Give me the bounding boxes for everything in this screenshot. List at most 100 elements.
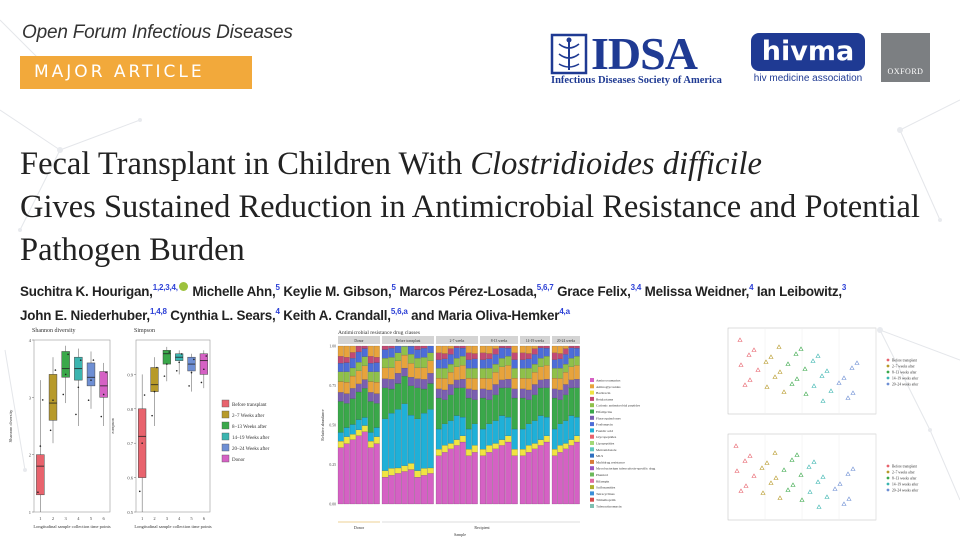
stacked-bar-segment (543, 387, 550, 418)
author-name: Michelle Ahn, (192, 284, 276, 299)
stacked-bar-segment (563, 372, 569, 385)
stacked-bar-segment (355, 435, 362, 505)
stacked-bar-segment (343, 362, 350, 372)
scatter-point (811, 383, 817, 388)
stacked-bar-segment (505, 356, 512, 366)
stacked-bar-segment (453, 379, 460, 389)
stacked-bar-segment (435, 397, 442, 430)
stacked-bar-segment (349, 388, 356, 399)
y-tick-label: 1.00 (329, 345, 336, 349)
facet-strip (382, 336, 434, 344)
stacked-bar-segment (486, 353, 493, 359)
stacked-bar-segment (441, 353, 448, 359)
stacked-bar-segment (441, 358, 448, 369)
scatter-point (799, 497, 805, 502)
x-tick-label: 6 (203, 516, 206, 521)
scatter-point (824, 368, 830, 373)
stacked-bar-segment (505, 379, 512, 388)
stacked-bar-segment (427, 409, 434, 469)
orcid-icon[interactable] (178, 282, 188, 291)
stacked-bar-segment (531, 448, 538, 505)
stacked-bar-segment (505, 441, 512, 505)
chart-title: Antimicrobial resistance drug classes (338, 330, 420, 336)
scatter-point (764, 460, 770, 465)
stacked-bar-segment (492, 372, 499, 385)
stacked-bar-segment (441, 345, 448, 354)
stacked-bar-segment (471, 445, 478, 453)
scatter-point (810, 358, 816, 363)
box-point (54, 369, 57, 371)
scatter-point (816, 504, 822, 509)
stacked-bar-segment (343, 403, 350, 428)
stacked-bar-segment (479, 377, 487, 389)
stacked-bar-segment (574, 435, 580, 443)
stacked-bar-segment (511, 397, 518, 430)
legend-label: Cationic antimicrobial peptides (596, 404, 641, 408)
stacked-bar-segment (537, 379, 544, 389)
legend-swatch (590, 504, 594, 508)
scatter-point (841, 501, 847, 506)
stacked-bar-segment (373, 362, 380, 372)
x-tick-label: 3 (166, 516, 169, 521)
stacked-bar-segment (537, 387, 544, 416)
x-tick-label: 3 (65, 516, 68, 521)
stacked-bar-segment (355, 362, 362, 371)
box-6 (199, 353, 208, 375)
box-point (163, 375, 166, 377)
journal-name: Open Forum Infectious Diseases (22, 22, 293, 43)
y-tick-label: 1 (29, 510, 31, 515)
legend-label: 20–24 weeks after (892, 489, 919, 493)
stacked-bar-segment (349, 439, 356, 505)
author-list: Suchitra K. Hourigan,1,2,3,4, Michelle A… (20, 278, 940, 326)
box-point (41, 399, 44, 401)
stacked-bar-segment (531, 354, 538, 365)
stacked-bar-segment (435, 388, 442, 399)
stacked-bar-segment (557, 389, 563, 400)
legend-swatch (590, 384, 594, 389)
plot-frame (135, 339, 211, 513)
stacked-bar-segment (465, 388, 472, 399)
stacked-bar-segment (557, 378, 563, 391)
stacked-bar-segment (498, 347, 506, 359)
legend-swatch (221, 432, 230, 441)
stacked-bar-segment (373, 382, 380, 394)
legend-swatch (590, 378, 594, 382)
ordination-scatter-chart: Before transplant 2–7 weeks after 8–13 wee… (727, 327, 919, 521)
stacked-bar-segment (551, 388, 558, 399)
scatter-point (772, 450, 778, 455)
legend-swatch (590, 466, 594, 471)
stacked-bar-segment (407, 346, 415, 355)
stacked-bar-segment (471, 358, 478, 369)
stacked-bar-segment (355, 370, 362, 384)
stacked-bar-segment (486, 452, 493, 505)
stacked-bar-segment (355, 429, 362, 436)
scatter-point (763, 359, 769, 364)
box-point (62, 393, 65, 396)
x-axis-label: Longitudinal sample collection time poin… (33, 524, 110, 529)
stacked-bar-segment (420, 468, 428, 476)
stacked-bar-segment (337, 363, 344, 372)
y-tick-label: 2 (29, 453, 31, 458)
stacked-bar-segment (373, 345, 380, 358)
scatter-point (806, 464, 812, 469)
facet-strip (552, 336, 580, 344)
stacked-bar-segment (486, 378, 493, 391)
stacked-bar-segment (453, 345, 460, 349)
stacked-bar-segment (435, 352, 442, 360)
stacked-bar-segment (367, 356, 374, 364)
stacked-bar-segment (373, 436, 380, 444)
stacked-bar-segment (447, 345, 454, 349)
group-label: Donor (354, 525, 365, 530)
stacked-bar-segment (414, 378, 421, 388)
stacked-bar-segment (401, 354, 408, 369)
stacked-bar-segment (511, 352, 518, 360)
stacked-bar-segment (492, 348, 499, 355)
legend-swatch (886, 382, 890, 386)
stacked-bar-segment (479, 368, 487, 379)
legend-label: Rifampin (596, 479, 609, 483)
scatter-point (794, 452, 800, 457)
scatter-point (836, 380, 842, 385)
legend-label: Fusidic acid (596, 429, 613, 433)
box-point (190, 371, 193, 374)
